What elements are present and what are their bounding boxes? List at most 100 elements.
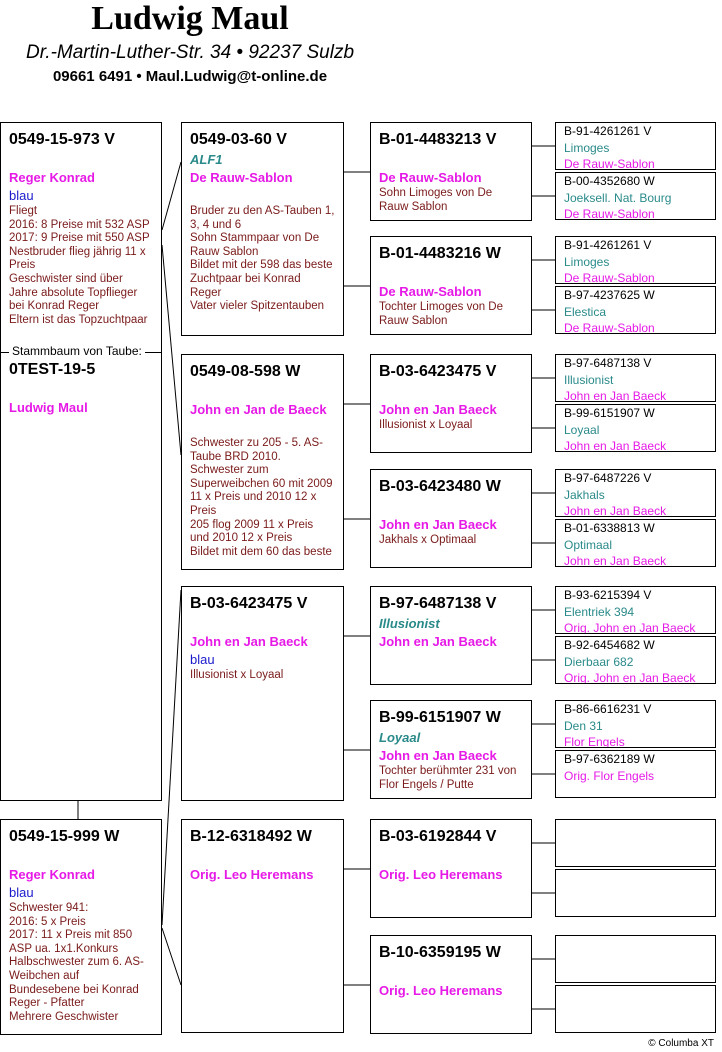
ancestor-card[interactable]: B-99-6151907 W Loyaal John en Jan Baeck (555, 404, 716, 452)
breeder-name: De Rauw-Sablon (190, 170, 293, 185)
ancestor-card[interactable] (555, 985, 716, 1033)
pigeon-card[interactable]: 0TEST-19-5 Ludwig Maul (0, 352, 162, 801)
pigeon-card[interactable]: B-97-6487138 V Illusionist John en Jan Bae… (370, 586, 532, 685)
ring-number: B-93-6215394 V (564, 588, 652, 602)
ancestor-card[interactable]: B-91-4261261 V Limoges De Rauw-Sablon (555, 122, 716, 170)
ring-number: B-97-6487138 V (564, 356, 652, 370)
pigeon-card[interactable]: B-03-6192844 V Orig. Leo Heremans (370, 819, 532, 918)
pigeon-card[interactable]: 0549-15-999 W Reger Konrad blau Schwester 9… (0, 819, 162, 1035)
breeder-name: De Rauw-Sablon (564, 271, 655, 284)
pigeon-card[interactable]: 0549-15-973 V Reger Konrad blau Fliegt 2016… (0, 122, 162, 353)
pigeon-card[interactable]: B-03-6423480 W John en Jan Baeck Jakhals x… (370, 469, 532, 568)
ring-number: B-00-4352680 W (564, 174, 655, 188)
breeder-name: John en Jan Baeck (564, 439, 667, 452)
pigeon-name (9, 151, 153, 169)
pigeon-card[interactable]: B-03-6423475 V John en Jan Baeck Illusioni… (370, 354, 532, 453)
breeder-name: Reger Konrad (9, 170, 95, 185)
breeder-name: De Rauw-Sablon (379, 284, 482, 299)
ring-number: B-99-6151907 W (564, 406, 655, 420)
pigeon-card[interactable]: 0549-03-60 V ALF1 De Rauw-Sablon Bruder zu … (181, 122, 344, 336)
breeder-name: De Rauw-Sablon (379, 170, 482, 185)
ring-number: B-03-6423475 V (190, 595, 308, 612)
ancestor-card[interactable] (555, 935, 716, 983)
ancestor-card[interactable]: B-01-6338813 W Optimaal John en Jan Baeck (555, 519, 716, 567)
breeder-name: De Rauw-Sablon (564, 157, 655, 170)
owner-address: Dr.-Martin-Luther-Str. 34 • 92237 Sulzb (25, 42, 355, 63)
ancestor-card[interactable]: B-97-6362189 W Orig. Flor Engels (555, 750, 716, 798)
pigeon-card[interactable]: 0549-08-598 W John en Jan de Baeck Schwest… (181, 354, 344, 570)
ancestor-card[interactable]: B-97-4237625 W Elestica De Rauw-Sablon (555, 286, 716, 334)
pigeon-notes: Schwester 941: 2016: 5 x Preis 2017: 11 … (9, 902, 144, 1023)
pigeon-name: Dierbaar 682 (564, 654, 634, 669)
pigeon-name: Illusionist (564, 372, 614, 387)
ancestor-card[interactable] (555, 819, 716, 867)
pigeon-name (379, 498, 523, 516)
breeder-name: Orig. John en Jan Baeck (564, 621, 696, 634)
ancestor-card[interactable] (555, 869, 716, 917)
pigeon-notes: Illusionist x Loyaal (190, 669, 284, 681)
ring-number: B-01-4483213 V (379, 131, 497, 148)
pigeon-name (379, 848, 523, 866)
ring-number: B-03-6423475 V (379, 363, 497, 380)
ring-number: 0549-03-60 V (190, 131, 287, 148)
ring-number: B-97-4237625 W (564, 288, 655, 302)
pigeon-name: Loyaal (379, 730, 421, 745)
pigeon-name (379, 151, 523, 169)
pigeon-card[interactable]: B-03-6423475 V John en Jan Baeck blau Illus… (181, 586, 344, 801)
pigeon-name (379, 964, 523, 982)
pigeon-name: Optimaal (564, 537, 613, 552)
pigeon-name (190, 848, 335, 866)
ring-number: 0549-15-973 V (9, 131, 115, 148)
pigeon-name: ALF1 (190, 152, 223, 167)
connector-line (161, 927, 182, 986)
ring-number: B-01-4483216 W (379, 245, 501, 262)
pigeon-name (9, 381, 153, 399)
pigeon-color: blau (9, 188, 34, 203)
copyright-footer: © Columba XT (648, 1038, 714, 1049)
breeder-name: John en Jan Baeck (379, 402, 497, 417)
ancestor-card[interactable]: B-97-6487226 V Jakhals John en Jan Baeck (555, 469, 716, 517)
pigeon-name: Jakhals (564, 487, 605, 502)
pigeon-name (379, 265, 523, 283)
ancestor-card[interactable]: B-97-6487138 V Illusionist John en Jan Bae… (555, 354, 716, 402)
ancestor-card[interactable]: B-00-4352680 W Joeksell. Nat. Bourg De Rau… (555, 172, 716, 220)
pigeon-card[interactable]: B-10-6359195 W Orig. Leo Heremans (370, 935, 532, 1034)
pigeon-card[interactable]: B-99-6151907 W Loyaal John en Jan Baeck Toc… (370, 700, 532, 799)
ring-number: B-97-6487138 V (379, 595, 497, 612)
ring-number: 0549-15-999 W (9, 828, 120, 845)
breeder-name: John en Jan Baeck (564, 389, 667, 402)
ancestor-card[interactable]: B-92-6454682 W Dierbaar 682 Orig. John en … (555, 636, 716, 684)
pigeon-card[interactable]: B-01-4483213 V De Rauw-Sablon Sohn Limoges… (370, 122, 532, 221)
pigeon-notes: Bruder zu den AS-Tauben 1, 3, 4 und 6 So… (190, 205, 335, 313)
breeder-name: De Rauw-Sablon (564, 207, 655, 220)
owner-name: Ludwig Maul (91, 0, 289, 37)
pigeon-name (379, 383, 523, 401)
breeder-name: John en Jan Baeck (379, 517, 497, 532)
pigeon-name: Elentriek 394 (564, 604, 635, 619)
breeder-name: Orig. Flor Engels (564, 768, 655, 783)
pigeon-card[interactable]: B-01-4483216 W De Rauw-Sablon Tochter Limo… (370, 236, 532, 335)
breeder-name: Orig. John en Jan Baeck (564, 671, 696, 684)
breeder-name: Orig. Leo Heremans (379, 983, 503, 998)
breeder-name: John en Jan de Baeck (190, 402, 327, 417)
connector-line (161, 244, 182, 456)
breeder-name: John en Jan Baeck (564, 554, 667, 567)
ancestor-card[interactable]: B-93-6215394 V Elentriek 394 Orig. John en… (555, 586, 716, 634)
pigeon-name: Joeksell. Nat. Bourg (564, 190, 672, 205)
ring-number: B-01-6338813 W (564, 521, 655, 535)
ring-number: 0TEST-19-5 (9, 361, 96, 378)
pigeon-card[interactable]: B-12-6318492 W Orig. Leo Heremans (181, 819, 344, 1033)
subject-label: Stammbaum von Taube: (9, 344, 145, 358)
breeder-name: Flor Engels (564, 735, 625, 748)
owner-contact: 09661 6491 • Maul.Ludwig@t-online.de (52, 68, 328, 85)
ring-number: B-03-6192844 V (379, 828, 497, 845)
breeder-name: Reger Konrad (9, 867, 95, 882)
pigeon-color: blau (190, 652, 215, 667)
pigeon-name (190, 615, 335, 633)
ancestor-card[interactable]: B-86-6616231 V Den 31 Flor Engels (555, 700, 716, 748)
pigeon-color (190, 419, 335, 437)
ring-number: B-97-6362189 W (564, 752, 655, 766)
ancestor-card[interactable]: B-91-4261261 V Limoges De Rauw-Sablon (555, 236, 716, 284)
